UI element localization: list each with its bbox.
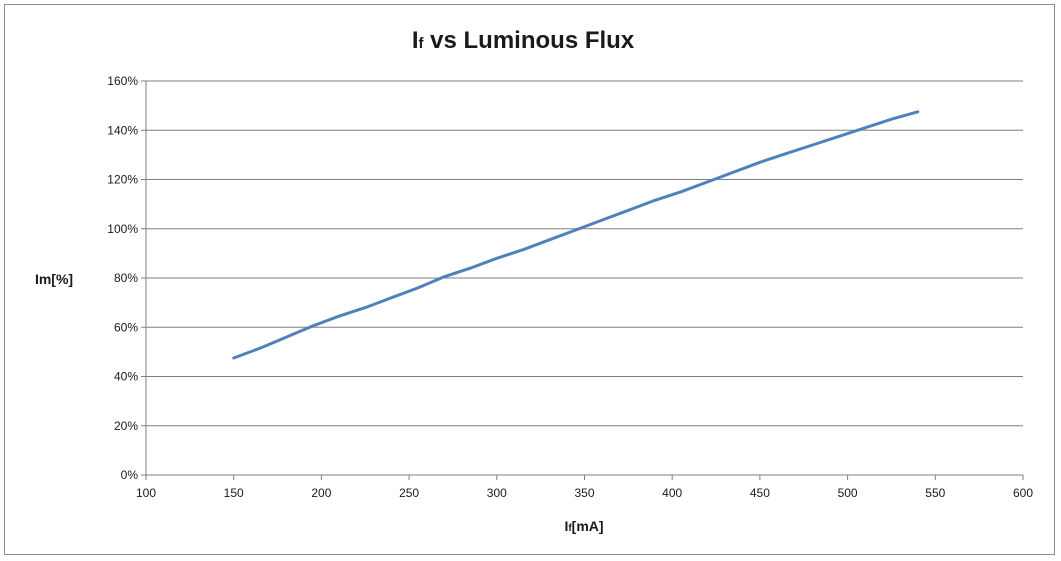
x-tick-label: 350 xyxy=(574,486,594,500)
y-tick-labels: 0% 20% 40% 60% 80% 100% 120% 140% 160% xyxy=(107,74,138,482)
series-group xyxy=(232,110,920,360)
x-tick-label: 250 xyxy=(399,486,419,500)
x-tick-label: 100 xyxy=(136,486,156,500)
x-tick-label: 550 xyxy=(925,486,945,500)
x-tick-label: 300 xyxy=(487,486,507,500)
chart-title-rest: vs Luminous Flux xyxy=(423,27,634,54)
x-axis-label-main: I xyxy=(564,518,568,534)
x-tick-label: 200 xyxy=(311,486,331,500)
gridlines xyxy=(146,80,1023,427)
chart-title: If vs Luminous Flux xyxy=(412,27,635,54)
chart-frame xyxy=(4,4,1055,555)
y-tick-label: 0% xyxy=(121,468,139,482)
axes xyxy=(141,80,1024,480)
x-tick-labels: 100 150 200 250 300 350 400 450 500 550 600 xyxy=(136,486,1033,500)
y-tick-label: 160% xyxy=(107,74,138,88)
x-tick-label: 150 xyxy=(224,486,244,500)
x-tick-label: 500 xyxy=(838,486,858,500)
y-tick-label: 20% xyxy=(114,419,138,433)
x-axis-label: If[mA] xyxy=(564,518,603,534)
x-tick-label: 600 xyxy=(1013,486,1033,500)
x-tick-label: 450 xyxy=(750,486,770,500)
y-tick-label: 140% xyxy=(107,123,138,137)
y-tick-label: 120% xyxy=(107,173,138,187)
chart-title-sub: f xyxy=(418,35,424,52)
y-tick-label: 40% xyxy=(114,370,138,384)
chart-title-main: I xyxy=(412,27,419,54)
x-axis-label-rest: [mA] xyxy=(572,518,604,534)
y-tick-label: 60% xyxy=(114,320,138,334)
x-tick-label: 400 xyxy=(662,486,682,500)
y-tick-label: 100% xyxy=(107,222,138,236)
y-tick-label: 80% xyxy=(114,271,138,285)
x-axis-label-sub: f xyxy=(568,523,572,534)
y-axis-label: Im[%] xyxy=(35,271,73,287)
series-line xyxy=(232,110,920,360)
